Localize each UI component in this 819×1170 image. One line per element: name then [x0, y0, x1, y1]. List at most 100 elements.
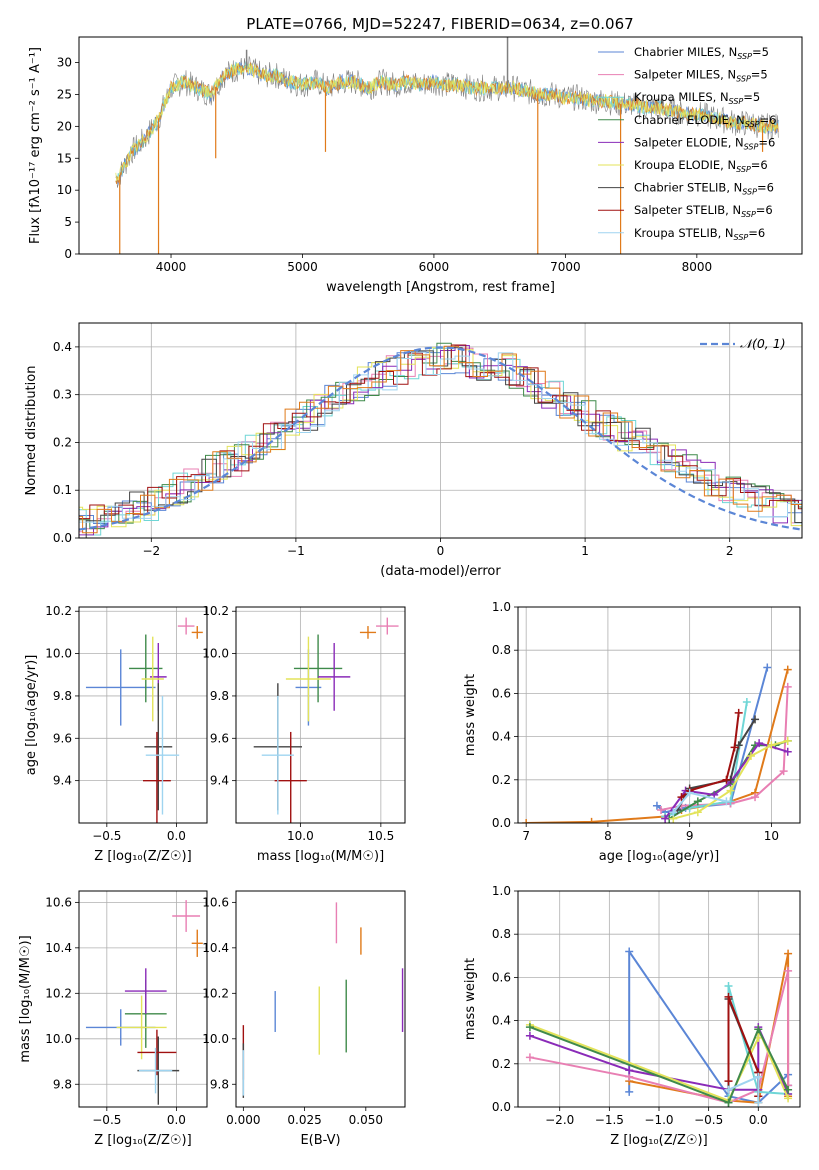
plot-area	[522, 663, 792, 823]
x-tick-label: 10.5	[367, 829, 394, 843]
mass-weight-line	[673, 739, 788, 820]
y-tick-label: 25	[57, 87, 72, 101]
histogram-series	[79, 347, 802, 533]
gaussian-curve	[79, 346, 802, 531]
mass-weight-marker	[751, 715, 760, 724]
x-tick-label: 0.025	[287, 1113, 321, 1127]
mass-weight-marker	[783, 747, 792, 756]
legend-subscript: SSP	[729, 97, 744, 106]
x-axis-label: mass [log₁₀(M/M☉)]	[257, 849, 384, 864]
x-tick-label: −1	[287, 544, 305, 558]
y-tick-label: 10.2	[45, 986, 72, 1000]
axes-frame	[517, 890, 801, 1108]
legend-nssp-value: =6	[751, 158, 768, 172]
x-tick-label: 7000	[550, 260, 581, 274]
x-tick-label: 8000	[682, 260, 713, 274]
mass-weight-marker	[722, 775, 731, 784]
spectrum-line	[115, 62, 779, 184]
y-tick-label: 10.2	[45, 604, 72, 618]
y-tick-label: 9.8	[53, 1077, 72, 1091]
y-tick-label: 10.0	[45, 647, 72, 661]
y-tick-label: 10.2	[202, 986, 229, 1000]
legend-label-text: Salpeter ELODIE, N	[634, 135, 744, 149]
mass-weight-marker	[779, 767, 788, 776]
age-vs-metallicity-panel: −0.5 0.0 9.4 9.6 9.8 10.0 10.2 Z [log₁₀(Z/Z☉)] a…	[24, 604, 208, 864]
mass-weight-marker	[724, 982, 733, 991]
legend-label-text: Chabrier ELODIE, N	[634, 113, 745, 127]
mass-weight-vs-age-panel: 7 8 9 10 0.0 0.2 0.4 0.6 0.8 1.0 age [log₁₀(age/yr…	[463, 600, 801, 864]
mass-weight-marker	[784, 1085, 793, 1094]
mass-weight-marker	[734, 741, 743, 750]
mass-vs-metallicity-panel: −0.5 0.0 9.8 10.0 10.2 10.4 10.6 Z [log₁₀(Z/Z☉)…	[18, 890, 208, 1148]
x-axis-label: Z [log₁₀(Z/Z☉)]	[94, 849, 191, 864]
y-tick-label: 0.4	[53, 340, 72, 354]
y-tick-label: 9.8	[210, 689, 229, 703]
x-axis-label: Z [log₁₀(Z/Z☉)]	[610, 1133, 707, 1148]
y-tick-label: 10.2	[202, 604, 229, 618]
mass-weight-line	[656, 667, 769, 814]
mass-vs-extinction-panel: 0.000 0.025 0.050 9.8 10.0 10.2 10.4 10.6 E(B-V)	[202, 890, 406, 1148]
x-tick-label: −0.5	[694, 1113, 723, 1127]
age-vs-mass-panel: 10.0 10.5 9.4 9.6 9.8 10.0 10.2 mass [log₁₀(M/M…	[202, 604, 406, 864]
mass-weight-marker	[724, 992, 733, 1001]
y-tick-label: 30	[57, 56, 72, 70]
x-axis-label: Z [log₁₀(Z/Z☉)]	[94, 1133, 191, 1148]
x-tick-label: −0.5	[92, 829, 121, 843]
x-tick-label: 10.0	[287, 829, 314, 843]
y-axis-label: mass weight	[463, 674, 478, 756]
mass-weight-marker	[754, 1072, 763, 1081]
axes-frame	[78, 606, 208, 824]
x-axis-label: (data-model)/error	[380, 564, 501, 579]
x-tick-label: 8	[604, 829, 612, 843]
x-tick-label: −1.5	[595, 1113, 624, 1127]
mass-weight-marker	[754, 1025, 763, 1034]
mass-weight-marker	[783, 682, 792, 691]
y-tick-label: 0.1	[53, 483, 72, 497]
axes-frame	[78, 890, 208, 1108]
y-tick-label: 9.4	[210, 774, 229, 788]
legend-nssp-value: =6	[757, 181, 774, 195]
residual-histogram-panel: −2 −1 0 1 2 0.0 0.1 0.2 0.3 0.4 (data-model)/error…	[24, 322, 803, 579]
mass-weight-line	[529, 1026, 789, 1104]
plot-area	[85, 900, 203, 1105]
plot-area	[525, 947, 793, 1107]
mass-weight-marker	[525, 1023, 534, 1032]
y-tick-label: 1.0	[492, 884, 511, 898]
legend-subscript: SSP	[745, 120, 760, 129]
y-tick-label: 10.4	[202, 941, 229, 955]
legend-label: Kroupa STELIB, NSSP=6	[634, 226, 765, 242]
mass-weight-marker	[685, 788, 694, 797]
mass-weight-marker	[784, 949, 793, 958]
histogram-series	[79, 351, 802, 529]
y-axis-label: mass [log₁₀(M/M☉)]	[18, 935, 33, 1062]
x-tick-label: 7	[522, 829, 530, 843]
mass-weight-marker	[784, 966, 793, 975]
legend-nssp-value: =6	[760, 113, 777, 127]
plot-area	[79, 342, 802, 538]
legend-label-text: Salpeter MILES, N	[634, 68, 736, 82]
axes-frame	[517, 606, 801, 824]
legend-label: Salpeter MILES, NSSP=5	[634, 68, 768, 84]
figure-title: PLATE=0766, MJD=52247, FIBERID=0634, z=0…	[246, 15, 633, 33]
y-axis-label: mass weight	[463, 958, 478, 1040]
histogram-series	[79, 345, 802, 534]
legend-label-text: Kroupa MILES, N	[634, 90, 729, 104]
y-tick-label: 20	[57, 119, 72, 133]
legend-label: Salpeter STELIB, NSSP=6	[634, 203, 773, 219]
y-tick-label: 0.4	[492, 1014, 511, 1028]
x-tick-label: 5000	[287, 260, 318, 274]
mass-weight-marker	[783, 736, 792, 745]
x-tick-label: 10	[764, 829, 779, 843]
y-tick-label: 9.4	[53, 774, 72, 788]
spectrum-line	[115, 62, 779, 182]
mass-weight-marker	[724, 1098, 733, 1107]
x-axis-label: E(B-V)	[300, 1133, 340, 1148]
x-tick-label: 4000	[156, 260, 187, 274]
y-tick-label: 10.4	[45, 941, 72, 955]
y-tick-label: 5	[64, 215, 72, 229]
legend-label-text: Kroupa ELODIE, N	[634, 158, 736, 172]
x-tick-label: −1.0	[644, 1113, 673, 1127]
y-axis-label: Flux [fλ10⁻¹⁷ erg cm⁻² s⁻¹ A⁻¹]	[28, 47, 43, 244]
mass-weight-marker	[751, 793, 760, 802]
y-axis-label: Normed distribution	[24, 366, 39, 496]
